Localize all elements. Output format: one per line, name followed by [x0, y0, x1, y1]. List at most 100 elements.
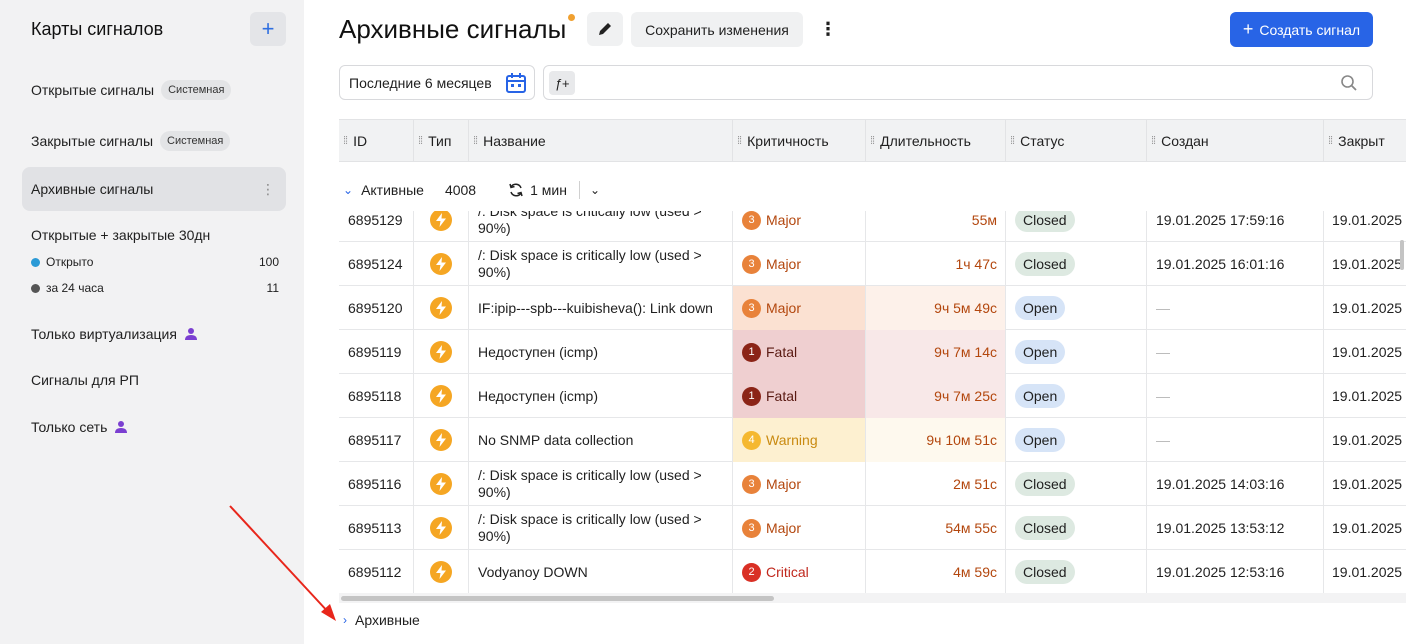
table-header: ⁞⁞ ID ⁞⁞ Тип ⁞⁞ Название ⁞⁞ Критичность ⁞⁞ Дл… [339, 119, 1406, 162]
id-value: 6895124 [348, 256, 403, 272]
sidebar-sub-open[interactable]: Открыто 100 [31, 255, 279, 269]
cell-status: Closed [1006, 550, 1147, 593]
column-header-type[interactable]: ⁞⁞ Тип [414, 120, 469, 162]
created-value: — [1156, 344, 1170, 360]
sidebar-item-label: Открытые + закрытые 30дн [31, 227, 211, 243]
name-value: /: Disk space is critically low (used > … [478, 247, 702, 280]
table-row[interactable]: 6895124 /: Disk space is critically low (… [339, 242, 1406, 286]
created-value: 19.01.2025 13:53:12 [1156, 520, 1285, 536]
sidebar-item-label: Сигналы для РП [31, 372, 139, 388]
edit-button[interactable] [587, 12, 623, 46]
lightning-icon [430, 253, 452, 275]
cell-duration: 9ч 7м 25с [866, 374, 1006, 418]
table-row[interactable]: 6895113 /: Disk space is critically low (… [339, 506, 1406, 550]
name-value: /: Disk space is critically low (used > … [478, 511, 702, 544]
cell-closed: 19.01.2025 [1324, 330, 1406, 374]
table-row[interactable]: 6895117 No SNMP data collection 4 Warning 9ч… [339, 418, 1406, 462]
name-value: /: Disk space is critically low (used > … [478, 211, 702, 236]
sidebar-item-rp-signals[interactable]: Сигналы для РП [22, 358, 286, 402]
column-header-created[interactable]: ⁞⁞ Создан [1147, 120, 1324, 162]
column-header-severity[interactable]: ⁞⁞ Критичность [733, 120, 866, 162]
drag-handle-icon[interactable]: ⁞⁞ [737, 135, 742, 147]
sidebar-sub-24h[interactable]: за 24 часа 11 [31, 281, 279, 295]
chevron-down-icon[interactable]: ⌄ [343, 183, 354, 197]
chevron-down-icon[interactable]: ⌄ [589, 183, 601, 197]
group-row-archive[interactable]: › Архивные [339, 612, 420, 628]
sub-label: Открыто [46, 255, 94, 269]
drag-handle-icon[interactable]: ⁞⁞ [1010, 135, 1015, 147]
column-header-duration[interactable]: ⁞⁞ Длительность [866, 120, 1006, 162]
sub-label: за 24 часа [46, 281, 104, 295]
cell-severity: 3 Major [733, 242, 866, 286]
name-value: Недоступен (icmp) [478, 343, 598, 360]
severity-number-badge: 3 [742, 518, 761, 538]
sidebar-item-virtualization[interactable]: Только виртуализация [22, 312, 286, 356]
sidebar-item-archived-signals[interactable]: Архивные сигналы ⋮ [22, 167, 286, 211]
column-header-closed[interactable]: ⁞⁞ Закрыт [1324, 120, 1406, 162]
column-label: ID [353, 133, 368, 149]
column-header-name[interactable]: ⁞⁞ Название [469, 120, 733, 162]
item-menu-icon[interactable]: ⋮ [261, 181, 275, 197]
severity-number-badge: 4 [742, 430, 761, 450]
sidebar-item-open-signals[interactable]: Открытые сигналы Системная [22, 68, 286, 112]
drag-handle-icon[interactable]: ⁞⁞ [870, 135, 875, 147]
column-label: Создан [1161, 133, 1209, 149]
severity-label: Major [766, 520, 802, 536]
column-header-status[interactable]: ⁞⁞ Статус [1006, 120, 1147, 162]
pencil-icon [599, 23, 611, 35]
table-row[interactable]: 6895120 IF:ipip---spb---kuibisheva(): Lin… [339, 286, 1406, 330]
sidebar-item-network[interactable]: Только сеть [22, 405, 286, 449]
scrollbar-thumb[interactable] [341, 596, 774, 601]
horizontal-scrollbar[interactable] [339, 593, 1406, 603]
chevron-right-icon: › [343, 613, 347, 627]
sidebar-title: Карты сигналов [31, 19, 164, 39]
cell-status: Closed [1006, 462, 1147, 506]
cell-name: /: Disk space is critically low (used > … [469, 462, 733, 506]
cell-status: Open [1006, 286, 1147, 330]
cell-created: — [1147, 286, 1324, 330]
cell-name: /: Disk space is critically low (used > … [469, 506, 733, 550]
status-badge: Open [1015, 296, 1066, 320]
drag-handle-icon[interactable]: ⁞⁞ [473, 135, 478, 147]
search-icon[interactable] [1340, 74, 1358, 92]
sidebar-item-closed-signals[interactable]: Закрытые сигналы Системная [22, 119, 286, 163]
save-changes-button[interactable]: Сохранить изменения [631, 12, 803, 47]
created-value: 19.01.2025 17:59:16 [1156, 212, 1285, 228]
column-header-id[interactable]: ⁞⁞ ID [339, 120, 414, 162]
drag-handle-icon[interactable]: ⁞⁞ [1328, 135, 1333, 147]
severity-label: Fatal [766, 388, 798, 404]
drag-handle-icon[interactable]: ⁞⁞ [1151, 135, 1156, 147]
cell-id: 6895129 [339, 211, 414, 242]
severity-number-badge: 3 [742, 298, 761, 318]
person-icon [184, 328, 197, 340]
duration-value: 4м 59с [953, 564, 997, 580]
formula-filter-button[interactable]: ƒ+ [549, 71, 575, 95]
more-menu-icon[interactable]: ⋮ [819, 18, 837, 39]
table-row[interactable]: 6895119 Недоступен (icmp) 1 Fatal 9ч 7м 14с O… [339, 330, 1406, 374]
table-row[interactable]: 6895116 /: Disk space is critically low (… [339, 462, 1406, 506]
drag-handle-icon[interactable]: ⁞⁞ [343, 135, 348, 147]
lightning-icon [430, 341, 452, 363]
refresh-interval-button[interactable]: 1 мин [508, 182, 567, 198]
cell-name: Недоступен (icmp) [469, 330, 733, 374]
status-badge: Closed [1015, 516, 1075, 540]
cell-severity: 1 Fatal [733, 330, 866, 374]
add-map-button[interactable]: + [250, 12, 286, 46]
status-badge: Closed [1015, 252, 1075, 276]
date-range-picker[interactable]: Последние 6 месяцев [339, 65, 535, 100]
create-signal-button[interactable]: + Создать сигнал [1230, 12, 1373, 47]
search-input[interactable]: ƒ+ [543, 65, 1373, 100]
cell-name: IF:ipip---spb---kuibisheva(): Link down [469, 286, 733, 330]
closed-value: 19.01.2025 [1332, 564, 1403, 580]
duration-value: 9ч 10м 51с [926, 432, 997, 448]
cell-duration: 55м [866, 211, 1006, 242]
cell-id: 6895124 [339, 242, 414, 286]
table-row[interactable]: 6895129 /: Disk space is critically low (… [339, 211, 1406, 242]
sidebar-item-open-closed-30d[interactable]: Открытые + закрытые 30дн [22, 213, 286, 257]
cell-id: 6895116 [339, 462, 414, 506]
table-row[interactable]: 6895112 Vodyanoy DOWN 2 Critical 4м 59с Close… [339, 550, 1406, 593]
table-row[interactable]: 6895118 Недоступен (icmp) 1 Fatal 9ч 7м 25с O… [339, 374, 1406, 418]
drag-handle-icon[interactable]: ⁞⁞ [418, 135, 423, 147]
vertical-scrollbar[interactable] [1400, 240, 1404, 270]
cell-status: Closed [1006, 242, 1147, 286]
